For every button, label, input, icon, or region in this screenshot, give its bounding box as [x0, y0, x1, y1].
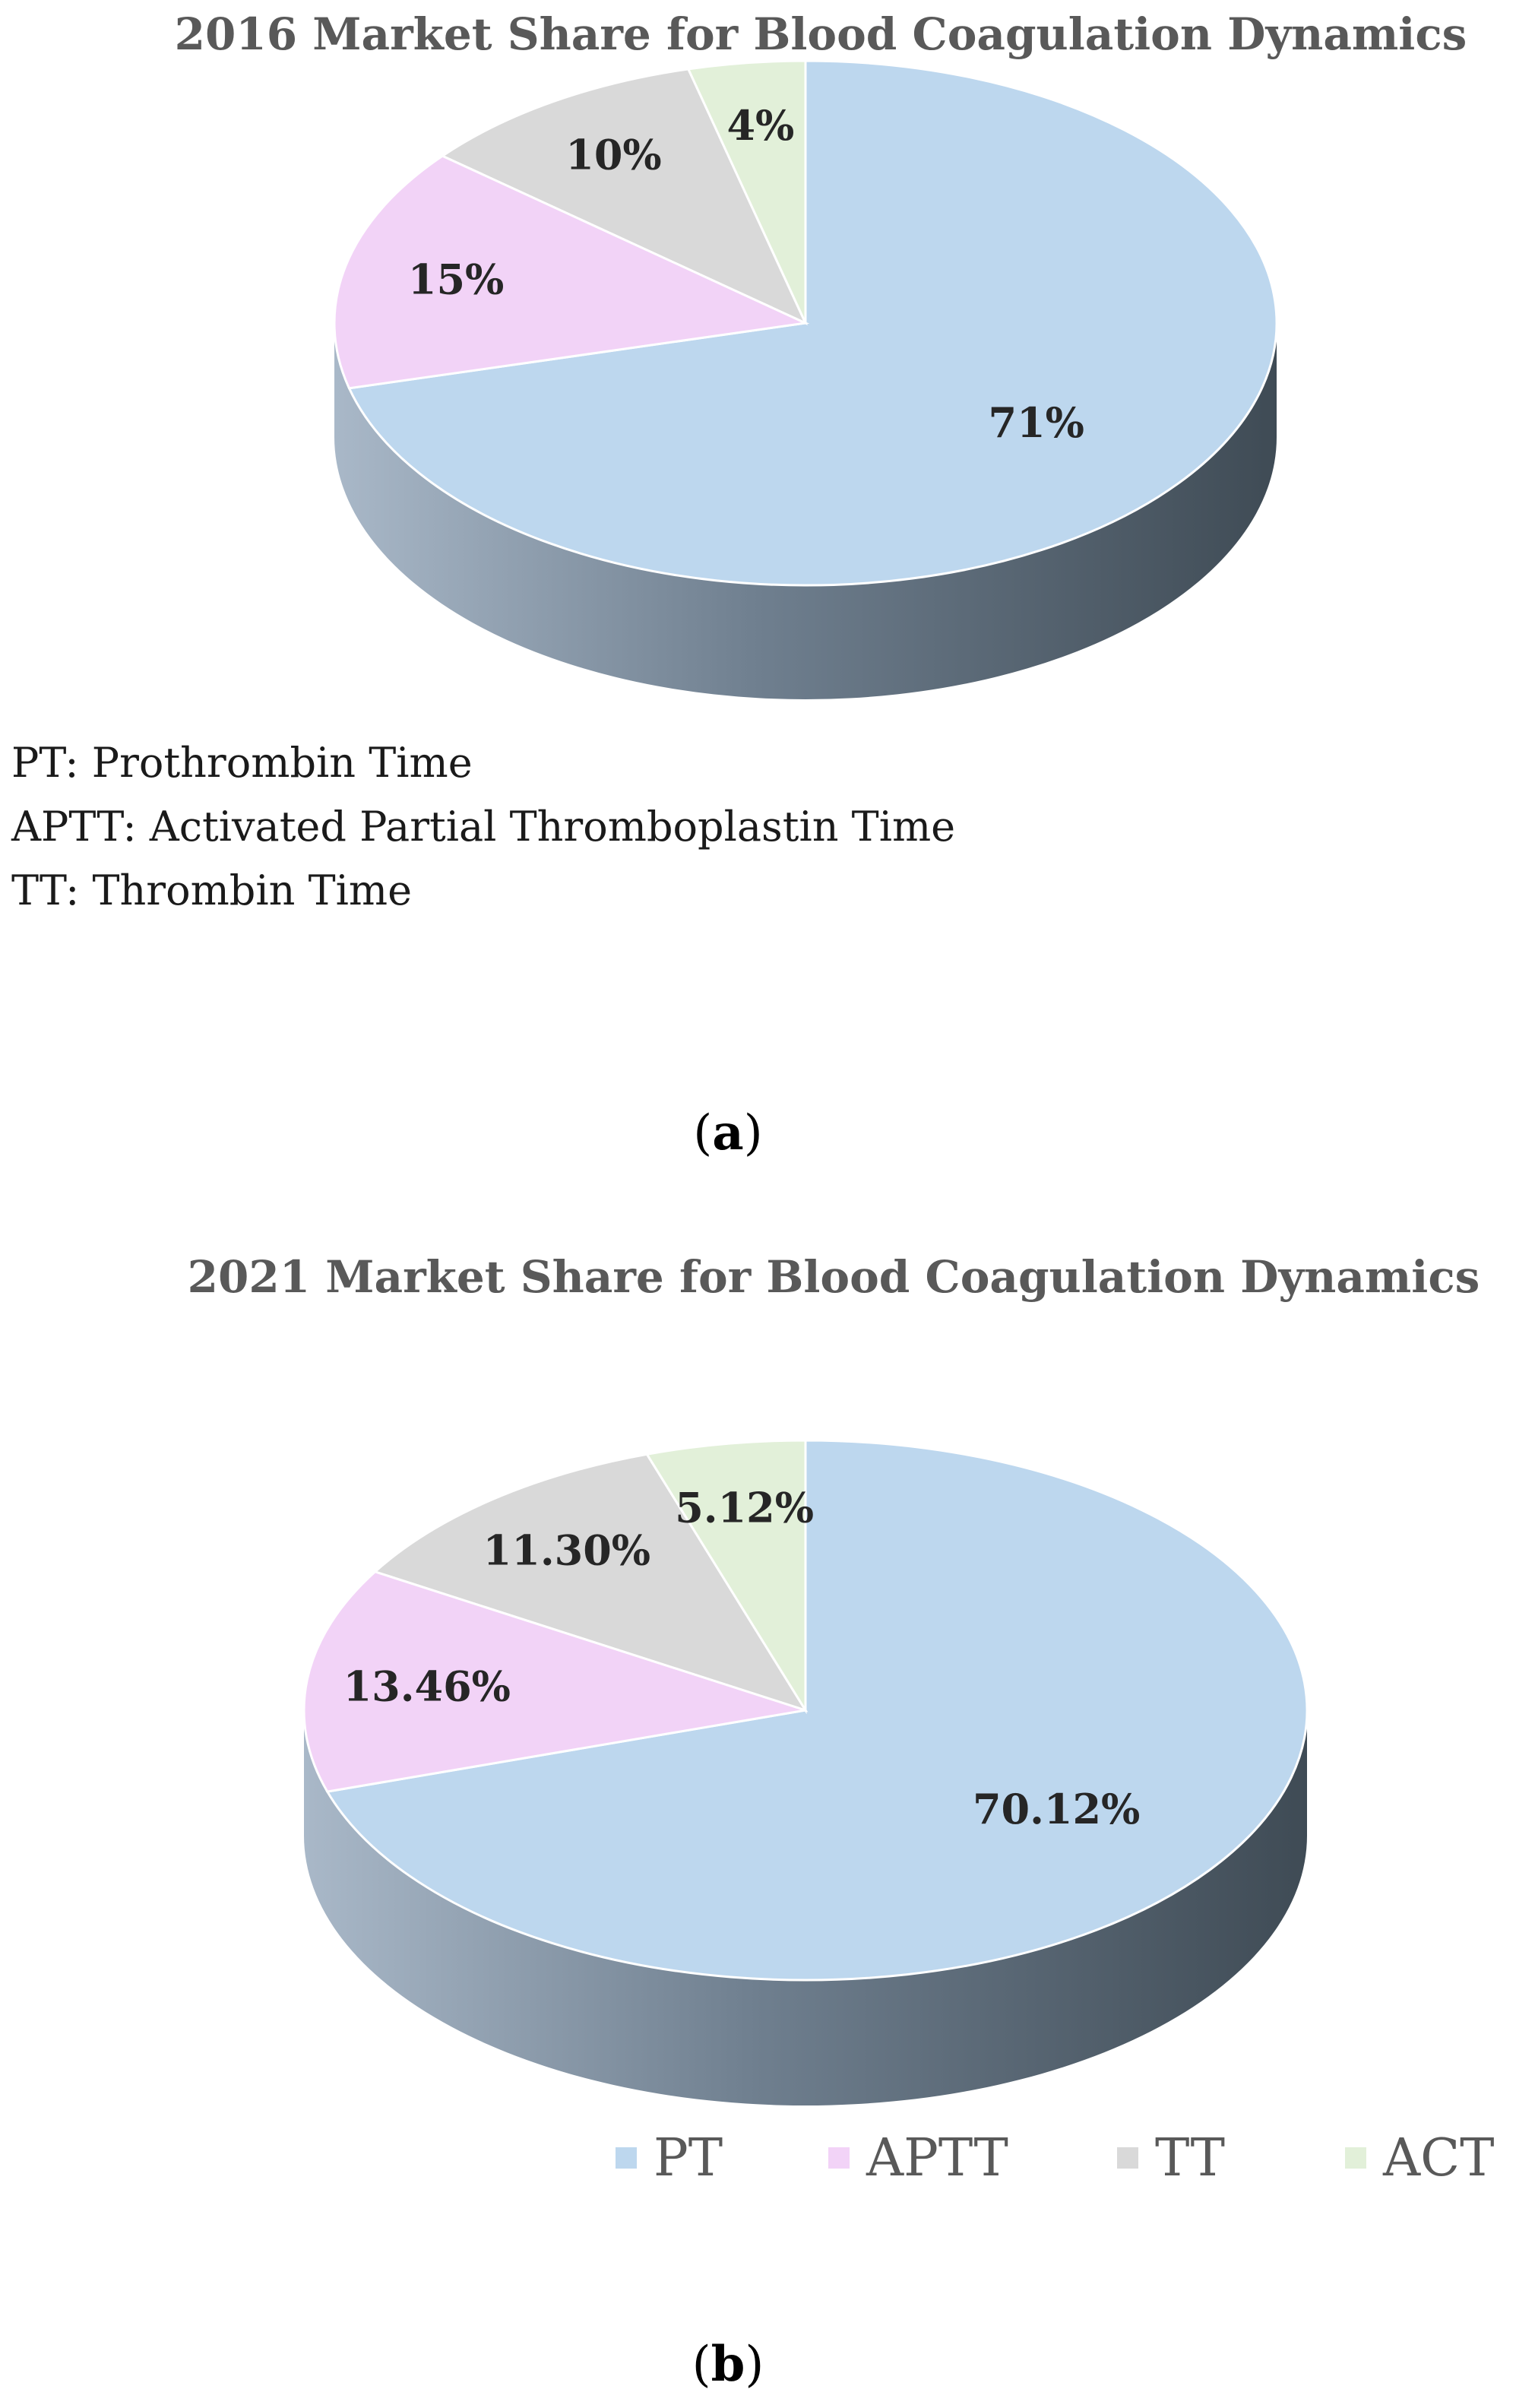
legend-item-aptt: APTT: [828, 2128, 1008, 2188]
abbreviations: PT: Prothrombin Time APTT: Activated Par…: [11, 739, 955, 914]
pie-a: 71% 15% 10% 4%: [333, 59, 1278, 699]
pie-slice-pt: [347, 59, 1278, 587]
legend-label: PT: [654, 2128, 723, 2188]
chart-b-title: 2021 Market Share for Blood Coagulation …: [188, 1251, 1480, 1303]
pie-slice-aptt: [333, 154, 810, 390]
pie-b: 70.12% 13.46% 11.30% 5.12%: [302, 1439, 1309, 2105]
pie-side-wall: [334, 323, 1277, 699]
legend-item-act: ACT: [1345, 2128, 1495, 2188]
legend-label: TT: [1155, 2128, 1225, 2188]
slice-label-act: 5.12%: [675, 1484, 814, 1532]
chart-a: 2016 Market Share for Blood Coagulation …: [175, 8, 1467, 699]
pie-slice-tt: [372, 1453, 809, 1713]
slice-label-pt: 70.12%: [973, 1785, 1140, 1833]
abbr-pt: PT: Prothrombin Time: [11, 739, 473, 787]
legend-label: ACT: [1382, 2128, 1495, 2188]
slice-label-aptt: 13.46%: [343, 1662, 511, 1711]
panel-label-a: (a): [693, 1104, 762, 1161]
slice-label-pt: 71%: [989, 398, 1084, 447]
chart-a-title: 2016 Market Share for Blood Coagulation …: [175, 8, 1467, 60]
panel-label-b: (b): [692, 2336, 764, 2393]
chart-b: 2021 Market Share for Blood Coagulation …: [188, 1251, 1495, 2188]
pie-slice-tt: [440, 68, 809, 326]
slice-label-tt: 10%: [565, 131, 661, 179]
legend-label: APTT: [866, 2128, 1008, 2188]
pie-slice-pt: [325, 1439, 1309, 1982]
abbr-aptt: APTT: Activated Partial Thromboplastin T…: [11, 803, 955, 851]
legend-item-tt: TT: [1117, 2128, 1225, 2188]
abbr-tt: TT: Thrombin Time: [11, 867, 412, 914]
slice-label-act: 4%: [726, 101, 794, 150]
slice-label-aptt: 15%: [408, 255, 504, 304]
pie-side-wall: [304, 1710, 1307, 2105]
pie-slice-aptt: [302, 1570, 806, 1793]
pie-slice-act: [644, 1439, 807, 1715]
chart-b-legend: PT APTT TT ACT: [616, 2128, 1495, 2188]
slice-label-tt: 11.30%: [483, 1526, 650, 1575]
legend-swatch: [828, 2147, 850, 2169]
legend-item-pt: PT: [616, 2128, 723, 2188]
legend-swatch: [1117, 2147, 1138, 2169]
pie-slice-act: [686, 59, 807, 324]
legend-swatch: [1345, 2147, 1366, 2169]
legend-swatch: [616, 2147, 637, 2169]
